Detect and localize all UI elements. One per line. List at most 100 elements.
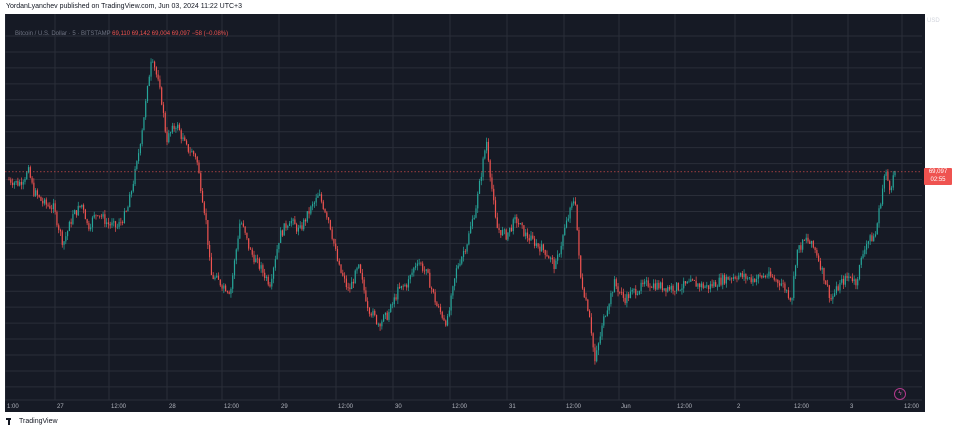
candle-body	[153, 61, 156, 68]
candle-body	[251, 249, 253, 255]
candle-body	[104, 214, 106, 224]
price-axis[interactable]: 70,80070,60070,40070,20070,00069,80069,6…	[922, 14, 925, 412]
candle-body	[581, 277, 584, 289]
candle-body	[725, 276, 727, 284]
candle-body	[35, 190, 37, 196]
candle-body	[13, 182, 15, 186]
candle-body	[436, 302, 438, 307]
candle-body	[851, 277, 853, 282]
candle-body	[130, 191, 133, 195]
candle-body	[802, 239, 804, 250]
candle-body	[620, 292, 623, 293]
candle-body	[475, 208, 477, 218]
time-axis[interactable]: 1:00 27 12:00 28 12:00 29 12:00 30 12:00 31 12:00 J…	[5, 399, 922, 410]
candle-series	[5, 58, 922, 365]
candle-body	[448, 310, 450, 316]
candle-body	[274, 259, 276, 268]
time-tick-label: 12:00	[111, 404, 127, 410]
candle-body	[480, 176, 482, 181]
candle-body	[111, 222, 113, 226]
candle-body	[576, 204, 578, 231]
candle-body	[892, 175, 894, 188]
candle-body	[212, 275, 214, 279]
candle-body	[747, 278, 749, 279]
candle-body	[198, 162, 200, 174]
footer-brand-label: TradingView	[19, 418, 58, 425]
candle-body	[15, 180, 17, 183]
candle-body	[304, 219, 307, 222]
candle-body	[842, 278, 845, 285]
candle-body	[418, 262, 420, 264]
candle-body	[793, 276, 795, 299]
candle-body	[185, 140, 188, 145]
candle-body	[11, 182, 14, 186]
candle-body	[697, 283, 699, 287]
candle-body	[764, 275, 766, 277]
candle-body	[850, 276, 852, 278]
candle-body	[816, 250, 818, 256]
candle-body	[56, 211, 58, 226]
candle-body	[496, 217, 498, 229]
candle-body	[8, 179, 10, 181]
candle-body	[219, 279, 221, 286]
candle-body	[704, 286, 706, 288]
candle-body	[462, 251, 465, 257]
candle-body	[583, 288, 585, 298]
candle-body	[844, 276, 846, 285]
candle-body	[741, 273, 743, 278]
chart-panel[interactable]: 70,80070,60070,40070,20070,00069,80069,6…	[5, 14, 925, 412]
candle-body	[878, 208, 880, 224]
candle-body	[168, 133, 170, 143]
candle-body	[771, 276, 774, 278]
time-tick-label: 12:00	[677, 404, 693, 410]
candle-body	[164, 112, 166, 132]
candle-body	[106, 222, 108, 224]
candle-body	[471, 219, 474, 227]
candle-body	[640, 282, 642, 292]
candle-body	[544, 249, 546, 255]
symbol-legend[interactable]: Bitcoin / U.S. Dollar · 5 · BITSTAMP 69,…	[15, 31, 228, 37]
candle-body	[743, 273, 745, 278]
candle-body	[489, 160, 491, 178]
currency-label[interactable]: USD	[927, 18, 940, 24]
candle-body	[521, 223, 523, 226]
candle-body	[178, 124, 181, 131]
candle-body	[120, 222, 122, 223]
candle-body	[681, 288, 683, 291]
candle-body	[514, 217, 516, 220]
candle-body	[652, 283, 655, 288]
candle-body	[75, 210, 78, 216]
candle-body	[358, 264, 360, 269]
candle-body	[310, 206, 312, 214]
candle-body	[464, 251, 466, 252]
time-tick-label: 12:00	[224, 404, 240, 410]
candle-body	[590, 317, 592, 334]
candle-body	[312, 204, 314, 207]
candle-body	[565, 220, 568, 228]
candle-body	[152, 61, 154, 63]
candle-body	[191, 151, 193, 153]
candle-body	[684, 281, 687, 284]
candle-body	[858, 264, 861, 280]
candle-body	[450, 295, 452, 311]
candle-body	[537, 243, 539, 247]
candle-body	[175, 128, 177, 129]
lightning-icon[interactable]: ϟ	[894, 388, 906, 400]
candlestick-chart[interactable]: 70,80070,60070,40070,20070,00069,80069,6…	[5, 14, 925, 412]
candle-body	[342, 272, 344, 276]
candle-body	[425, 269, 427, 271]
candle-body	[679, 290, 681, 291]
candle-body	[210, 257, 213, 276]
candle-body	[558, 254, 561, 255]
candle-body	[691, 279, 694, 281]
candle-body	[452, 286, 454, 296]
candle-body	[503, 229, 505, 231]
candle-body	[834, 293, 836, 297]
candle-body	[72, 214, 74, 224]
candle-body	[17, 180, 19, 186]
candle-body	[269, 284, 271, 287]
candle-body	[759, 274, 761, 276]
candle-body	[384, 312, 387, 316]
candle-body	[841, 278, 843, 283]
candle-body	[173, 125, 175, 129]
